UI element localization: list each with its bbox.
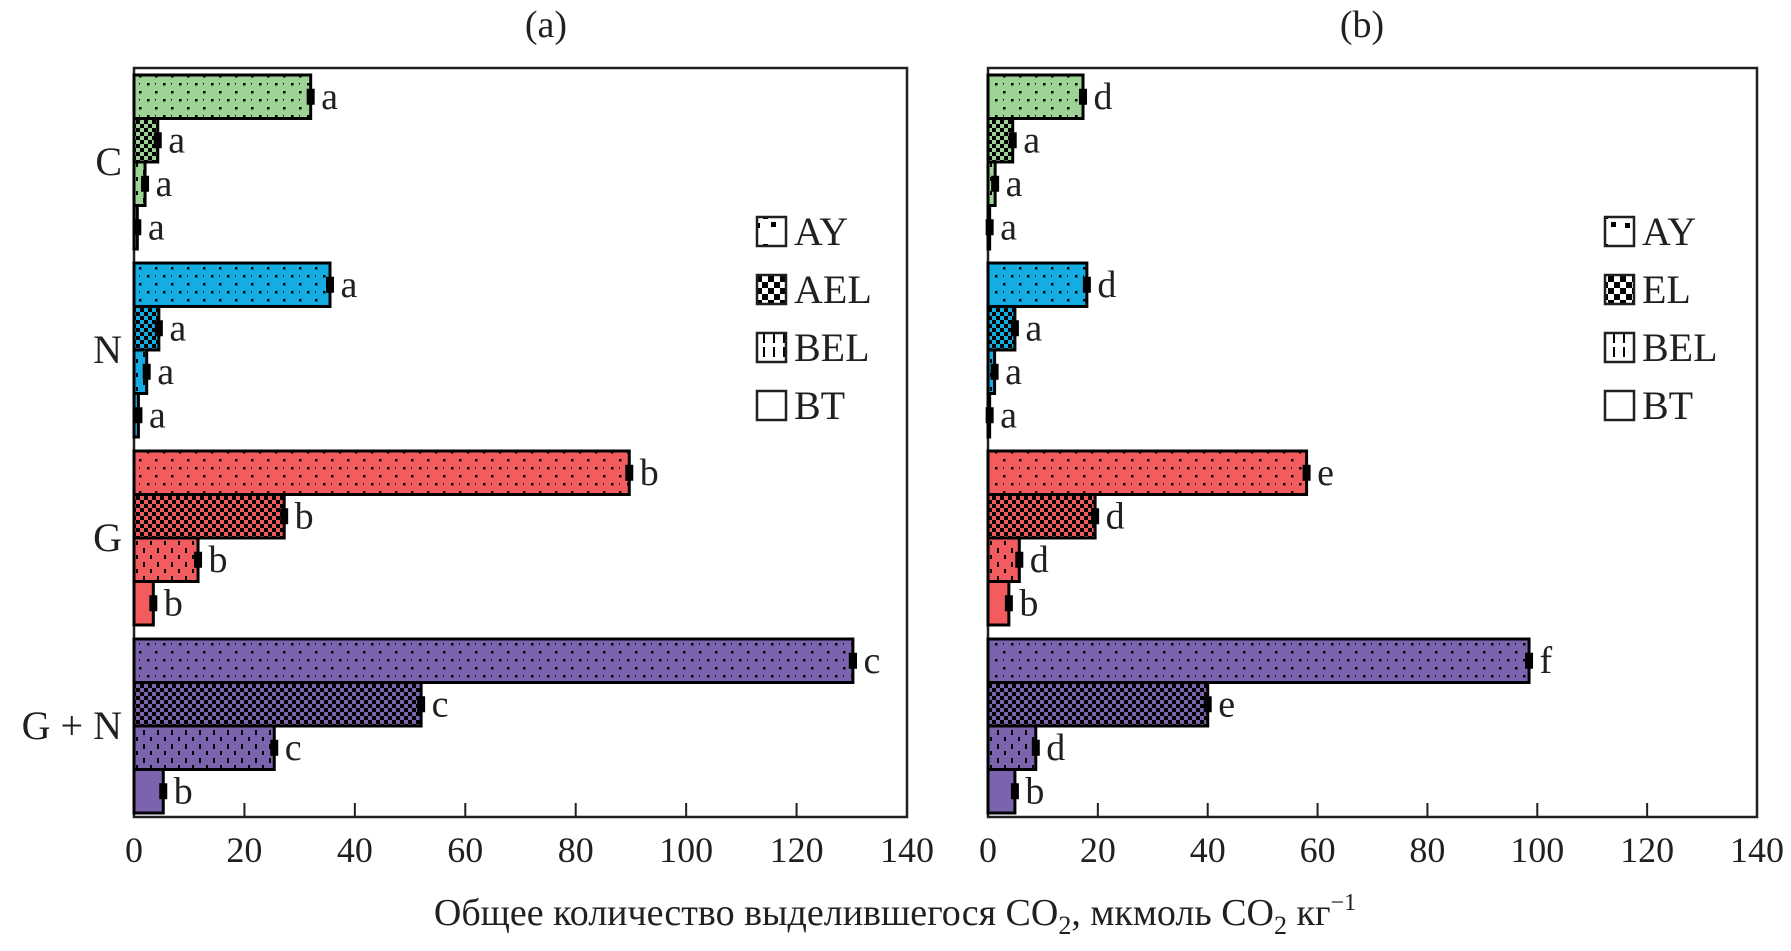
legend-label: AEL [794, 267, 872, 312]
significance-letter: b [295, 495, 314, 537]
x-tick-label: 60 [447, 830, 483, 870]
significance-letter: d [1030, 539, 1049, 581]
bar-ay [986, 637, 1531, 684]
bar-bt [132, 768, 165, 815]
x-tick-label: 100 [1510, 830, 1564, 870]
legend-label: BEL [794, 325, 870, 370]
significance-letter: a [1023, 119, 1040, 161]
significance-letter: a [156, 163, 173, 205]
x-tick-label: 140 [1730, 830, 1784, 870]
bar-ael [132, 681, 423, 728]
significance-letter: a [1005, 351, 1022, 393]
legend-swatch-bel [755, 331, 788, 364]
bar-el [986, 681, 1210, 728]
significance-letter: d [1097, 264, 1116, 306]
legend-label: BT [794, 383, 845, 428]
significance-letter: a [149, 394, 166, 436]
significance-letter: f [1540, 640, 1553, 682]
legend-swatch-el [1603, 273, 1636, 306]
significance-letter: a [1006, 163, 1023, 205]
bar-ay [132, 73, 313, 120]
significance-letter: b [209, 539, 228, 581]
legend-label: EL [1642, 267, 1691, 312]
x-tick-label: 0 [979, 830, 997, 870]
bar-ay [132, 261, 332, 308]
significance-letter: b [1025, 770, 1044, 812]
significance-letter: a [321, 76, 338, 118]
significance-letter: b [1019, 582, 1038, 624]
category-label: N [93, 327, 122, 372]
significance-letter: e [1218, 683, 1235, 725]
significance-letter: a [148, 206, 165, 248]
x-tick-label: 20 [226, 830, 262, 870]
x-tick-label: 80 [558, 830, 594, 870]
bar-bel [986, 724, 1038, 771]
bar-bel [132, 724, 276, 771]
x-tick-label: 40 [337, 830, 373, 870]
plot-frame [986, 66, 1759, 819]
legend-swatch-bt [1603, 389, 1636, 422]
significance-letter: a [341, 264, 358, 306]
legend-swatch-bt [755, 389, 788, 422]
legend-swatch-bel [1603, 331, 1636, 364]
significance-letter: b [174, 770, 193, 812]
legend-swatch-ay [755, 215, 788, 248]
legend-label: AY [794, 209, 848, 254]
plot-frame [132, 66, 909, 819]
category-label: G [93, 515, 122, 560]
x-tick-label: 120 [770, 830, 824, 870]
x-tick-label: 80 [1409, 830, 1445, 870]
bar-bel [986, 536, 1021, 583]
legend-swatch-ael [755, 273, 788, 306]
legend-label: BT [1642, 383, 1693, 428]
bar-bt [986, 768, 1017, 815]
significance-letter: d [1094, 76, 1113, 118]
bar-ay [132, 637, 855, 684]
significance-letter: a [1000, 394, 1017, 436]
bar-ay [986, 261, 1089, 308]
bar-el [986, 305, 1017, 352]
legend: AY EL BEL BT [1603, 209, 1718, 428]
significance-letter: a [169, 307, 186, 349]
legend-swatch-ay [1603, 215, 1636, 248]
bar-ay [986, 73, 1085, 120]
significance-letter: d [1106, 495, 1125, 537]
significance-letter: a [1025, 307, 1042, 349]
bar-ael [132, 493, 286, 540]
significance-letter: e [1317, 452, 1334, 494]
panel-title: (b) [1340, 4, 1384, 46]
x-tick-label: 0 [125, 830, 143, 870]
significance-letter: a [168, 119, 185, 161]
significance-letter: c [432, 683, 449, 725]
bar-bel [132, 536, 200, 583]
significance-letter: c [863, 640, 880, 682]
significance-letter: b [640, 452, 659, 494]
x-tick-label: 100 [659, 830, 713, 870]
x-tick-label: 140 [880, 830, 934, 870]
category-label: G + N [22, 703, 122, 748]
significance-letter: a [157, 351, 174, 393]
bar-el [986, 493, 1097, 540]
x-tick-label: 60 [1300, 830, 1336, 870]
significance-letter: d [1046, 727, 1065, 769]
significance-letter: c [285, 727, 302, 769]
x-axis-label: Общее количество выделившегося CO2, мкмо… [434, 890, 1356, 940]
significance-letter: a [1000, 206, 1017, 248]
x-tick-label: 40 [1190, 830, 1226, 870]
bar-ay [132, 449, 631, 496]
category-label: C [95, 139, 122, 184]
panel-b: (b)0 20 40 60 80 100 120 140daaadaaaeddbfedbAYE… [979, 4, 1784, 870]
panel-title: (a) [525, 4, 567, 46]
bar-ay [986, 449, 1309, 496]
significance-letter: b [164, 582, 183, 624]
x-tick-label: 120 [1620, 830, 1674, 870]
x-tick-label: 20 [1080, 830, 1116, 870]
legend-label: BEL [1642, 325, 1718, 370]
legend: AY AEL BEL BT [755, 209, 872, 428]
legend-label: AY [1642, 209, 1696, 254]
